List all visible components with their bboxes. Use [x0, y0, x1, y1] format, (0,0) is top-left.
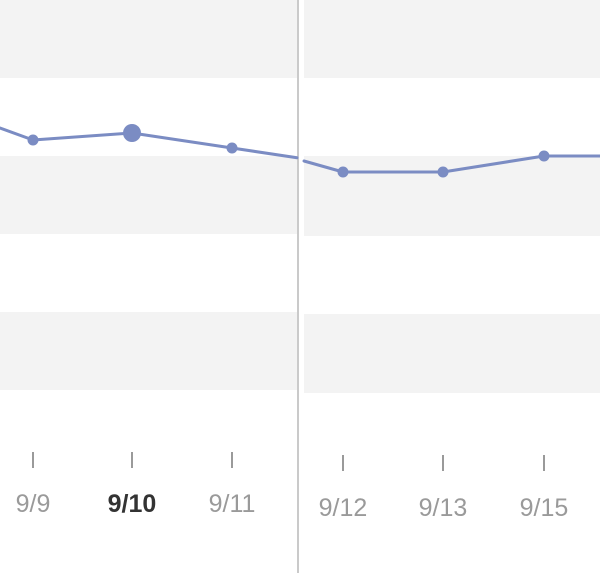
data-point	[226, 142, 238, 154]
grid-band	[304, 314, 600, 393]
data-point	[27, 134, 39, 146]
data-point	[337, 166, 349, 178]
x-tick-label: 9/15	[520, 494, 569, 522]
grid-band	[304, 156, 600, 236]
x-tick-label: 9/11	[209, 490, 256, 518]
grid-band	[0, 156, 297, 234]
series-line	[0, 126, 299, 160]
x-tick-label: 9/9	[16, 490, 51, 518]
grid-band	[304, 0, 600, 78]
grid-band	[0, 0, 297, 78]
x-tick-label: 9/10	[108, 490, 157, 518]
data-point	[437, 166, 449, 178]
data-point	[538, 150, 550, 162]
x-tick-label: 9/12	[319, 494, 368, 522]
grid-band	[0, 312, 297, 390]
data-point	[123, 124, 141, 142]
x-tick-label: 9/13	[419, 494, 468, 522]
